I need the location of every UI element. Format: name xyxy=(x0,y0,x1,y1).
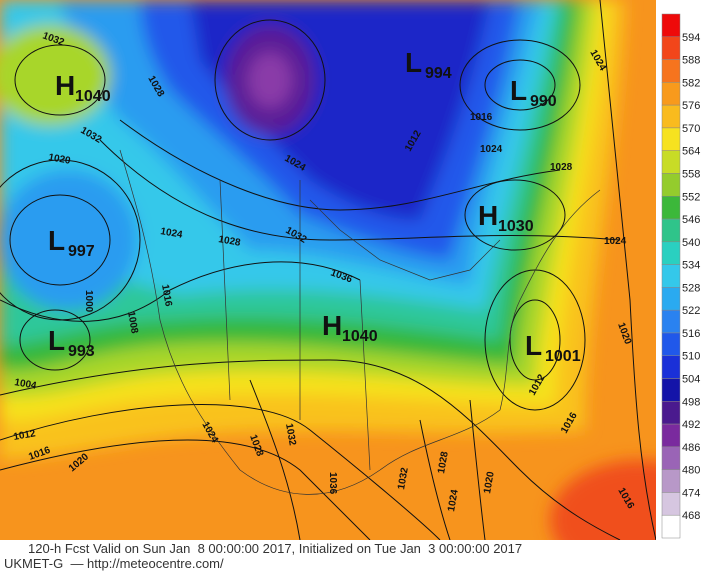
coastlines xyxy=(119,149,601,495)
colorbar-swatch xyxy=(661,59,681,83)
isobar-label: 1024 xyxy=(446,488,461,512)
colorbar-swatch xyxy=(661,514,681,539)
colorbar-swatch xyxy=(661,127,681,151)
colorbar-label: 594 xyxy=(682,32,700,44)
isobar-label: 1028 xyxy=(217,234,241,249)
colorbar-label: 510 xyxy=(682,351,700,363)
isobar-label: 1016 xyxy=(159,284,174,308)
center-letter: L xyxy=(405,47,422,78)
center-value: 997 xyxy=(68,243,95,260)
isobar-label: 1024 xyxy=(159,226,183,241)
colorbar-label: 516 xyxy=(682,328,700,340)
isobar-label: 1028 xyxy=(550,162,573,173)
colorbar-swatch xyxy=(661,332,681,356)
colorbar: 594 588 582 576 570 564 558 552 546 540 534 528 522 5… xyxy=(661,13,700,539)
colorbar-swatch xyxy=(661,196,681,220)
colorbar-label: 588 xyxy=(682,55,700,67)
center-letter: H xyxy=(55,70,75,101)
isobar-label: 1008 xyxy=(125,311,140,335)
colorbar-label: 486 xyxy=(682,442,700,454)
colorbar-label: 504 xyxy=(682,374,700,386)
colorbar-swatch xyxy=(661,401,681,425)
colorbar-swatch xyxy=(661,309,681,334)
isobar-label: 1024 xyxy=(604,236,627,247)
colorbar-swatch xyxy=(661,36,681,60)
footer-line: UKMET-G — http://meteocentre.com/ xyxy=(4,556,224,571)
colorbar-label: 492 xyxy=(682,419,700,431)
isobar-label: 1000 xyxy=(83,290,94,313)
center-letter: H xyxy=(478,200,498,231)
colorbar-swatch xyxy=(661,13,681,38)
center-letter: H xyxy=(322,310,342,341)
colorbar-label: 498 xyxy=(682,396,700,408)
center-value: 1040 xyxy=(342,328,378,345)
colorbar-label: 474 xyxy=(682,487,700,499)
colorbar-swatch xyxy=(661,355,681,379)
isobars xyxy=(0,0,656,540)
colorbar-label: 576 xyxy=(682,100,700,112)
colorbar-label: 582 xyxy=(682,77,700,89)
colorbar-swatch xyxy=(661,150,681,174)
isobar-label: 1016 xyxy=(470,112,493,123)
center-value: 994 xyxy=(425,65,452,82)
center-letter: L xyxy=(510,75,527,106)
center-letter: L xyxy=(525,330,542,361)
isobar-label: 1036 xyxy=(327,472,338,495)
isobar-label: 1012 xyxy=(13,428,37,443)
isobar-label: 1028 xyxy=(436,450,451,474)
colorbar-swatch xyxy=(661,469,681,493)
colorbar-swatch xyxy=(661,446,681,470)
center-value: 1030 xyxy=(498,218,534,235)
center-value: 990 xyxy=(530,93,557,110)
colorbar-swatch xyxy=(661,378,681,402)
colorbar-label: 540 xyxy=(682,237,700,249)
footer-line: 120-h Fcst Valid on Sun Jan 8 00:00:00 2… xyxy=(28,541,522,556)
colorbar-swatch xyxy=(661,423,681,448)
colorbar-label: 468 xyxy=(682,510,700,522)
isobar-label: 1004 xyxy=(13,377,37,392)
isobar-label: 1020 xyxy=(47,152,71,167)
isobar-label: 1020 xyxy=(482,470,497,494)
colorbar-swatch xyxy=(661,264,681,288)
colorbar-label: 558 xyxy=(682,168,700,180)
center-value: 1040 xyxy=(75,88,111,105)
colorbar-label: 552 xyxy=(682,191,700,203)
colorbar-swatch xyxy=(661,82,681,106)
colorbar-swatch xyxy=(661,173,681,197)
center-letter: L xyxy=(48,325,65,356)
isobar-label: 1032 xyxy=(396,466,411,490)
colorbar-label: 480 xyxy=(682,465,700,477)
colorbar-swatch xyxy=(661,492,681,516)
colorbar-label: 546 xyxy=(682,214,700,226)
colorbar-swatch xyxy=(661,241,681,265)
colorbar-label: 528 xyxy=(682,282,700,294)
isobar-label: 1024 xyxy=(480,144,503,155)
colorbar-label: 534 xyxy=(682,260,700,272)
colorbar-swatch xyxy=(661,287,681,311)
isobar-label: 1032 xyxy=(283,423,298,447)
colorbar-swatch xyxy=(661,218,681,243)
center-value: 993 xyxy=(68,343,95,360)
center-letter: L xyxy=(48,225,65,256)
colorbar-label: 564 xyxy=(682,146,700,158)
center-value: 1001 xyxy=(545,348,581,365)
colorbar-label: 522 xyxy=(682,305,700,317)
colorbar-label: 570 xyxy=(682,123,700,135)
colorbar-swatch xyxy=(661,104,681,129)
